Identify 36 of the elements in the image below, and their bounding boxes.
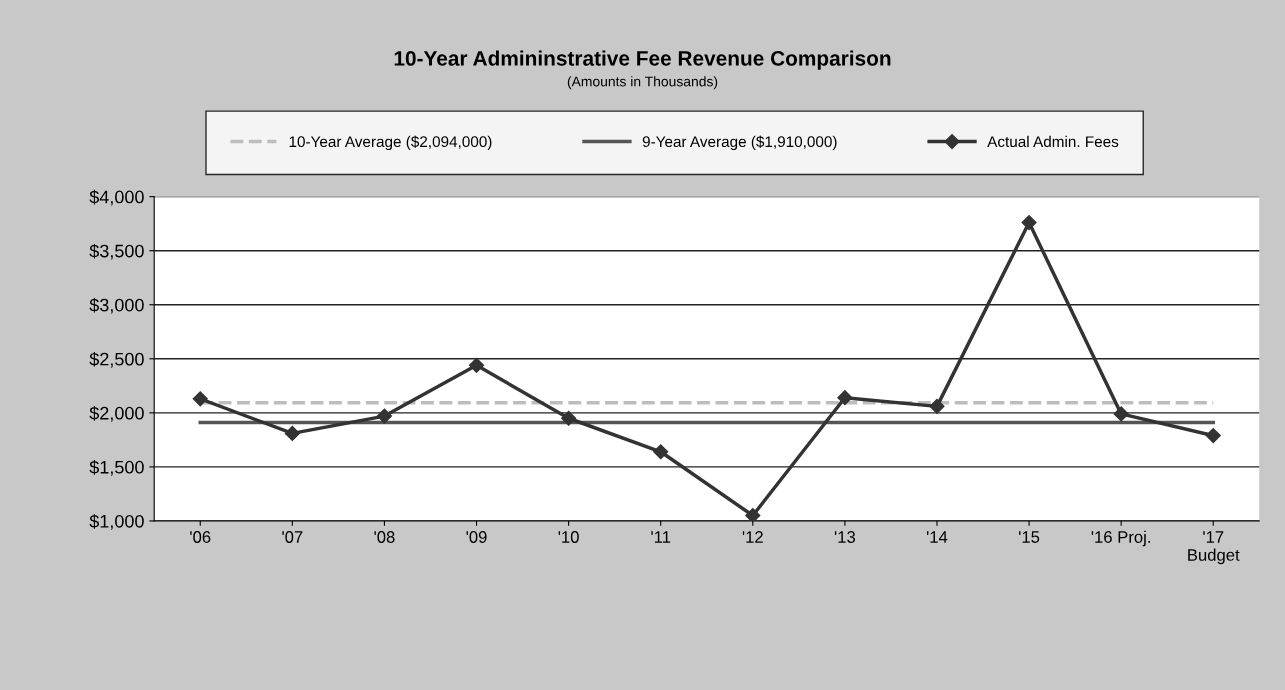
legend-label: Actual Admin. Fees <box>987 135 1119 148</box>
y-tick-label: $2,500 <box>89 351 144 368</box>
y-tick-label: $3,000 <box>89 297 144 314</box>
point <box>1113 406 1129 422</box>
chart-title: 10-Year Admininstrative Fee Revenue Comparison <box>394 50 891 70</box>
legend-label: 9-Year Average ($1,910,000) <box>642 135 837 151</box>
point <box>745 507 761 521</box>
point <box>837 390 853 406</box>
point <box>561 410 577 426</box>
x-tick-label: '16 Proj. <box>1091 530 1150 547</box>
x-tick-label: '06 <box>190 531 211 543</box>
x-tick-label: '17 Budget <box>1188 531 1240 565</box>
y-tick-label: $2,000 <box>89 406 144 422</box>
x-tick-label: '12 <box>742 531 763 543</box>
point <box>1021 215 1037 231</box>
y-tick-label: $1,500 <box>89 460 144 476</box>
chart-subtitle: (Amounts in Thousands) <box>567 76 718 90</box>
point <box>929 398 945 414</box>
point <box>376 408 392 424</box>
x-tick-label: '13 <box>834 531 856 543</box>
point <box>653 444 669 460</box>
x-tick-label: '07 <box>282 531 303 543</box>
y-tick-label: $4,000 <box>89 189 144 206</box>
x-tick-label: '10 <box>558 531 579 543</box>
point <box>284 425 300 441</box>
point <box>468 357 485 373</box>
y-tick-label: $3,500 <box>89 243 144 260</box>
x-tick-label: '09 <box>466 531 487 543</box>
y-tick-label: $1,000 <box>89 514 144 530</box>
x-tick-label: '08 <box>374 531 395 543</box>
point <box>192 391 208 407</box>
legend-label: 10-Year Average ($2,094,000) <box>289 135 492 151</box>
x-tick-label: '14 <box>926 531 948 543</box>
x-tick-label: '11 <box>651 531 671 543</box>
x-tick-label: '15 <box>1019 531 1040 543</box>
point <box>1205 427 1221 444</box>
